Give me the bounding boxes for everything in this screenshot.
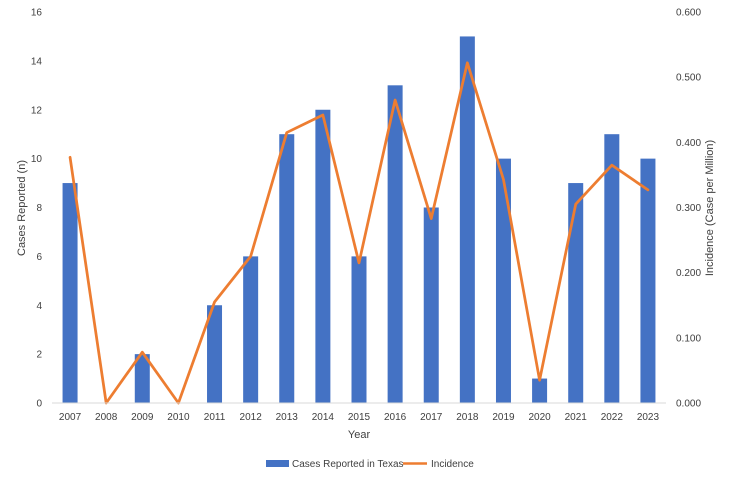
line-group [68,61,650,405]
x-tick-label: 2010 [167,412,190,423]
x-tick-label: 2012 [240,412,263,423]
x-tick-label: 2015 [348,412,371,423]
y-left-tick-label: 6 [36,252,42,263]
bar-2014 [315,109,331,403]
y-axis-right-title: Incidence (Case per Million) [704,140,716,276]
y-right-tick-label: 0.100 [676,333,701,344]
y-left-tick-label: 16 [31,8,43,19]
x-axis-title: Year [348,429,371,441]
y-right-tick-label: 0.300 [676,203,701,214]
x-tick-label: 2016 [384,412,407,423]
legend-label-bars: Cases Reported in Texas [292,459,404,470]
y-left-tick-label: 14 [31,56,43,67]
x-tick-label: 2017 [420,412,443,423]
bar-2012 [243,256,259,404]
bar-2015 [351,256,367,404]
bar-2011 [207,305,223,403]
bar-2007 [62,183,78,403]
x-axis: 2007 2008 2009 2010 2011 2012 2013 2014 2015 2016… [52,402,666,423]
y-left-tick-label: 4 [36,301,42,312]
y-right-tick-label: 0.000 [676,399,701,410]
legend-swatch-bars [266,460,289,467]
y-left-tick-label: 8 [36,203,42,214]
bar-2018 [459,36,475,403]
incidence-line [68,61,650,405]
bar-2017 [423,207,439,403]
x-tick-label: 2007 [59,412,82,423]
y-axis-left-title: Cases Reported (n) [16,160,28,256]
x-tick-label: 2008 [95,412,118,423]
y-left-tick-label: 12 [31,105,43,116]
y-right-tick-label: 0.600 [676,8,701,19]
x-tick-label: 2018 [456,412,479,423]
legend-label-line: Incidence [431,459,474,470]
legend: Cases Reported in Texas Incidence [266,459,474,470]
bars-group [62,36,656,404]
y-axis-right: 0.000 0.100 0.200 0.300 0.400 0.500 0.600 [676,8,701,410]
y-right-tick-label: 0.400 [676,138,701,149]
x-tick-label: 2022 [601,412,624,423]
bar-2023 [640,158,656,404]
x-tick-label: 2013 [276,412,299,423]
bar-2016 [387,85,403,403]
y-right-tick-label: 0.200 [676,268,701,279]
bar-2022 [604,134,620,403]
x-tick-label: 2023 [637,412,660,423]
x-tick-label: 2021 [565,412,588,423]
bar-2013 [279,134,295,403]
bar-2021 [568,183,584,403]
bar-2019 [495,158,511,404]
y-left-tick-label: 10 [31,154,43,165]
x-tick-label: 2019 [492,412,515,423]
x-tick-label: 2011 [204,412,226,423]
x-tick-label: 2014 [312,412,335,423]
bar-2009 [134,354,150,404]
bar-2020 [532,378,548,403]
y-axis-left: 0 2 4 6 8 10 12 14 16 [31,8,43,410]
y-left-tick-label: 0 [36,399,42,410]
y-left-tick-label: 2 [36,350,42,361]
y-right-tick-label: 0.500 [676,73,701,84]
x-tick-label: 2020 [528,412,551,423]
x-tick-label: 2009 [131,412,154,423]
